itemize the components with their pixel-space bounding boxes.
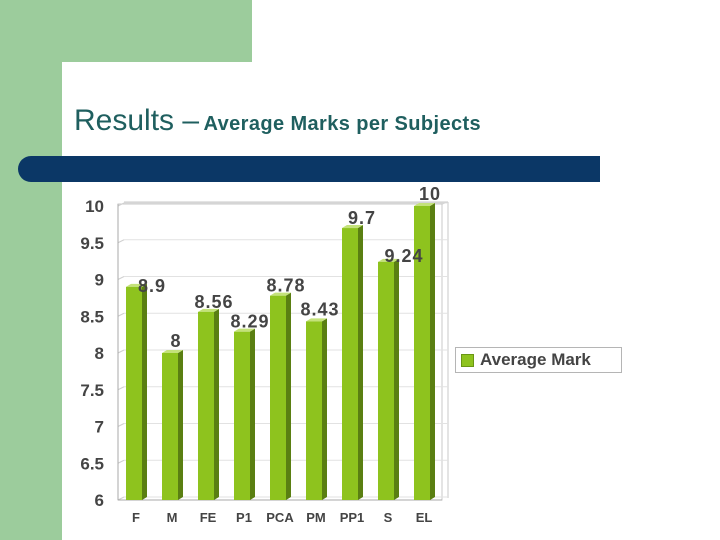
left-decor-band — [0, 0, 62, 540]
bar-top-FE — [198, 308, 219, 312]
y-tick-label: 10 — [85, 197, 104, 216]
bar-FE — [198, 311, 214, 500]
data-label: 8.29 — [230, 312, 269, 332]
data-label: 9.24 — [384, 246, 423, 266]
gridline-slant-4 — [117, 349, 125, 354]
x-tick-label: M — [167, 510, 178, 525]
y-tick-label: 8.5 — [80, 307, 104, 326]
slide-title: Results – Average Marks per Subjects — [74, 104, 481, 138]
chart-legend: Average Mark — [455, 347, 622, 373]
bar-F — [126, 286, 142, 500]
title-sub: Average Marks per Subjects — [203, 113, 482, 135]
x-tick-label: EL — [416, 510, 433, 525]
gridline-slant-5 — [117, 312, 125, 317]
y-tick-label: 8 — [95, 344, 104, 363]
top-decor-band — [0, 0, 252, 62]
data-label: 8.78 — [266, 276, 305, 296]
y-tick-label: 9 — [95, 271, 104, 290]
y-tick-label: 6 — [95, 491, 104, 510]
bar-side-PP1 — [358, 225, 363, 501]
bar-PM — [306, 321, 322, 500]
bar-side-FE — [214, 308, 219, 500]
bar-side-M — [178, 350, 183, 500]
bar-M — [162, 353, 178, 500]
bar-side-PCA — [286, 292, 291, 500]
y-tick-label: 6.5 — [80, 454, 104, 473]
y-tick-label: 7 — [95, 418, 104, 437]
y-tick-label: 7.5 — [80, 381, 104, 400]
gridline-slant-1 — [117, 459, 125, 464]
gridline-slant-7 — [117, 239, 125, 244]
bar-top-PP1 — [342, 225, 363, 229]
bar-P1 — [234, 331, 250, 500]
legend-label: Average Mark — [480, 350, 591, 369]
x-tick-label: F — [132, 510, 140, 525]
bar-side-P1 — [250, 328, 255, 500]
gridline-slant-8 — [117, 202, 125, 207]
bar-side-F — [142, 283, 147, 500]
x-tick-label: S — [384, 510, 393, 525]
gridline-slant-3 — [117, 386, 125, 391]
data-label: 8.56 — [194, 292, 233, 312]
bar-top-PM — [306, 318, 327, 322]
data-label: 9.7 — [348, 208, 376, 228]
bar-side-PM — [322, 318, 327, 500]
y-tick-label: 9.5 — [80, 234, 104, 253]
bar-top-P1 — [234, 328, 255, 332]
x-tick-label: FE — [200, 510, 217, 525]
bar-top-EL — [414, 203, 435, 206]
bar-side-S — [394, 258, 399, 500]
bar-S — [378, 261, 394, 500]
bar-top-F — [126, 283, 147, 287]
gridline-slant-6 — [117, 276, 125, 280]
data-label: 8.9 — [138, 276, 166, 296]
data-label: 8 — [170, 331, 181, 351]
bar-top-M — [162, 350, 183, 353]
title-main: Results – — [74, 104, 200, 137]
bar-side-EL — [430, 203, 435, 500]
bar-PP1 — [342, 228, 358, 501]
legend-swatch — [461, 353, 474, 367]
title-rule — [18, 156, 600, 182]
x-tick-label: PCA — [266, 510, 294, 525]
bar-top-PCA — [270, 292, 291, 296]
gridline-slant-2 — [117, 423, 125, 427]
x-tick-label: P1 — [236, 510, 252, 525]
data-label: 8.43 — [300, 299, 339, 319]
x-tick-label: PP1 — [340, 510, 365, 525]
bar-EL — [414, 206, 430, 500]
data-label: 10 — [419, 184, 441, 204]
bar-top-S — [378, 258, 399, 262]
x-tick-label: PM — [306, 510, 326, 525]
bar-PCA — [270, 295, 286, 500]
